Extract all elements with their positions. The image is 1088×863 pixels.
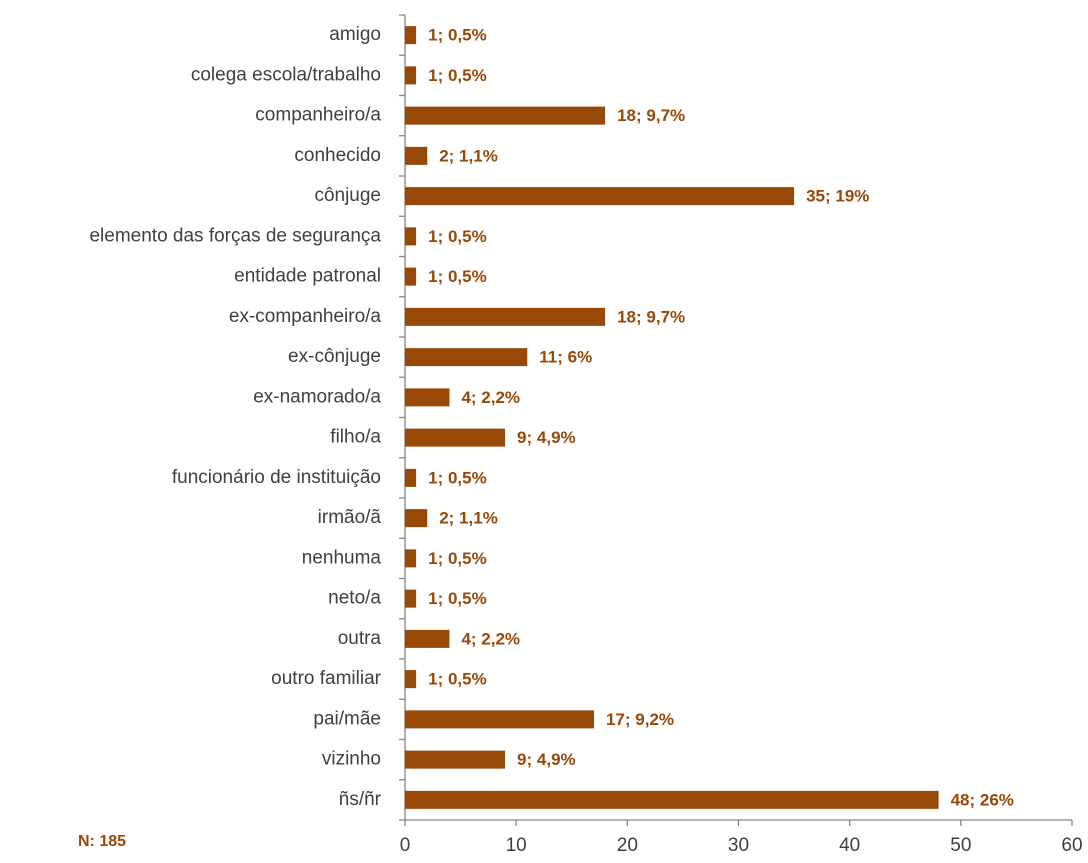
- value-label: 48; 26%: [951, 790, 1014, 809]
- bar: [405, 670, 417, 689]
- value-label: 1; 0,5%: [428, 589, 487, 608]
- y-tick-label: ex-companheiro/a: [229, 306, 382, 327]
- value-label: 18; 9,7%: [617, 307, 685, 326]
- bar: [405, 509, 428, 528]
- bar: [405, 629, 450, 648]
- y-tick-label: colega escola/trabalho: [191, 64, 381, 85]
- bar: [405, 267, 417, 286]
- x-tick-label: 10: [506, 835, 527, 856]
- value-label: 4; 2,2%: [461, 388, 520, 407]
- x-tick-label: 60: [1061, 835, 1082, 856]
- y-tick-label: neto/a: [328, 588, 381, 609]
- value-label: 1; 0,5%: [428, 267, 487, 286]
- y-tick-label: elemento das forças de segurança: [89, 225, 381, 246]
- value-label: 9; 4,9%: [517, 428, 576, 447]
- y-tick-label: companheiro/a: [255, 105, 381, 126]
- bar: [405, 66, 417, 85]
- value-label: 1; 0,5%: [428, 549, 487, 568]
- y-tick-label: filho/a: [330, 427, 381, 448]
- value-label: 1; 0,5%: [428, 66, 487, 85]
- bar: [405, 307, 606, 326]
- bar: [405, 187, 795, 206]
- y-tick-label: ñs/ñr: [339, 789, 382, 810]
- value-label: 17; 9,2%: [606, 710, 674, 729]
- value-label: 9; 4,9%: [517, 750, 576, 769]
- x-tick-label: 0: [400, 835, 411, 856]
- bar: [405, 790, 939, 809]
- y-tick-label: outro familiar: [271, 668, 381, 689]
- bar: [405, 750, 506, 769]
- y-tick-label: vizinho: [322, 749, 381, 770]
- x-tick-label: 20: [617, 835, 638, 856]
- bar: [405, 388, 450, 407]
- bar: [405, 428, 506, 447]
- bar: [405, 710, 594, 729]
- x-tick-label: 30: [728, 835, 749, 856]
- bar: [405, 146, 428, 165]
- value-label: 35; 19%: [806, 187, 869, 206]
- bar: [405, 26, 417, 45]
- y-tick-label: cônjuge: [314, 185, 381, 206]
- value-label: 4; 2,2%: [461, 629, 520, 648]
- y-tick-label: pai/mãe: [313, 708, 381, 729]
- bar: [405, 227, 417, 246]
- x-tick-label: 40: [839, 835, 860, 856]
- y-tick-label: nenhuma: [302, 547, 382, 568]
- value-label: 11; 6%: [539, 348, 592, 367]
- y-tick-label: outra: [338, 628, 382, 649]
- value-label: 2; 1,1%: [439, 146, 498, 165]
- y-tick-label: ex-namorado/a: [253, 386, 381, 407]
- y-tick-label: conhecido: [294, 145, 381, 166]
- bar: [405, 468, 417, 487]
- y-tick-label: amigo: [329, 24, 381, 45]
- y-tick-label: ex-cônjuge: [288, 346, 381, 367]
- bar: [405, 106, 606, 125]
- bar: [405, 589, 417, 608]
- value-label: 1; 0,5%: [428, 670, 487, 689]
- bar: [405, 549, 417, 568]
- y-tick-label: entidade patronal: [234, 266, 381, 287]
- value-label: 1; 0,5%: [428, 26, 487, 45]
- y-tick-label: funcionário de instituição: [172, 467, 381, 488]
- value-label: 18; 9,7%: [617, 106, 685, 125]
- value-label: 1; 0,5%: [428, 227, 487, 246]
- value-label: 2; 1,1%: [439, 509, 498, 528]
- bar: [405, 348, 528, 367]
- value-label: 1; 0,5%: [428, 468, 487, 487]
- annotation: N: 185: [78, 833, 126, 850]
- y-tick-label: irmão/ã: [318, 507, 382, 528]
- x-tick-label: 50: [950, 835, 971, 856]
